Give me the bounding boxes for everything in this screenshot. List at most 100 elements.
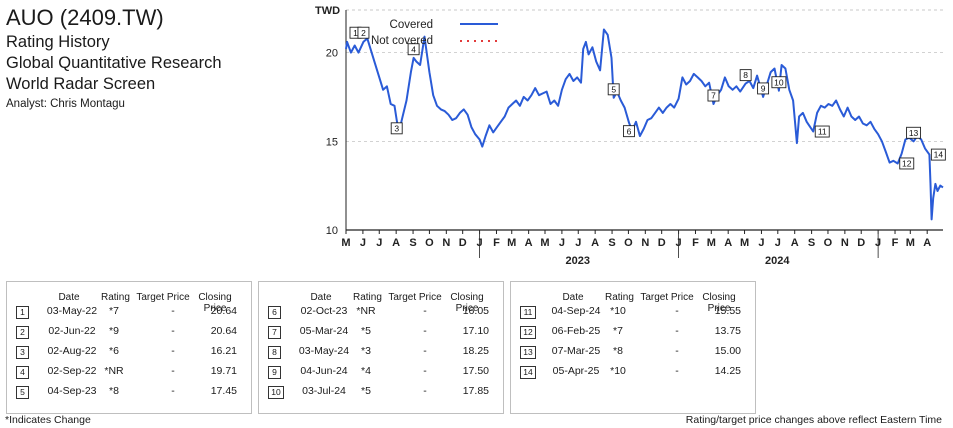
column-header: Rating [101, 292, 130, 303]
rating-table-2: Date Rating Target Price Closing Price 6 02-O… [258, 281, 504, 414]
rating-marker-number: 14 [934, 150, 944, 160]
cell-date: 05-Apr-25 [552, 365, 600, 377]
rating-marker-number: 4 [411, 44, 416, 54]
cell-date: 02-Sep-22 [47, 365, 97, 377]
rating-marker-box [390, 122, 403, 135]
subtitle-research-group: Global Quantitative Research [6, 54, 222, 72]
x-tick-label: M [906, 237, 915, 249]
rating-marker-number: 2 [361, 28, 366, 38]
row-number-box: 9 [268, 366, 281, 379]
x-tick-label: F [892, 237, 899, 249]
x-tick-label: A [923, 237, 931, 249]
rating-marker-box [707, 89, 720, 102]
series-covered-line [345, 28, 944, 221]
cell-closing-price: 17.45 [210, 385, 237, 397]
row-number-box: 4 [16, 366, 29, 379]
rating-marker-box [739, 69, 752, 82]
price-chart: TWD101520MJJASONDJFMAMJJASONDJFMAMJJASON… [315, 5, 946, 267]
column-header: Target Price [136, 292, 190, 303]
x-tick-label: A [525, 237, 533, 249]
cell-date: 06-Feb-25 [551, 325, 601, 337]
cell-rating: *8 [613, 345, 623, 357]
row-number-box: 13 [520, 346, 536, 359]
cell-target-price: - [423, 305, 427, 317]
y-axis-label: TWD [315, 5, 340, 17]
column-header: Rating [353, 292, 382, 303]
column-header: Closing Price [198, 292, 232, 314]
cell-target-price: - [171, 345, 175, 357]
legend-label-covered: Covered [390, 19, 433, 31]
x-tick-label: M [740, 237, 749, 249]
cell-rating: *NR [104, 365, 124, 377]
x-tick-label: J [758, 237, 764, 249]
x-tick-label: N [641, 237, 649, 249]
cell-date: 03-May-22 [46, 305, 98, 317]
cell-target-price: - [423, 365, 427, 377]
cell-closing-price: 15.00 [714, 345, 741, 357]
y-tick-label: 10 [326, 225, 338, 237]
cell-closing-price: 17.85 [462, 385, 489, 397]
rating-marker-number: 7 [711, 91, 716, 101]
cell-target-price: - [675, 345, 679, 357]
rating-marker-box [623, 125, 635, 138]
cell-date: 03-May-24 [298, 345, 350, 357]
x-tick-label: M [341, 237, 350, 249]
cell-rating: *5 [361, 385, 371, 397]
cell-date: 07-Mar-25 [551, 345, 601, 357]
rating-marker-box [607, 83, 620, 96]
x-tick-label: M [707, 237, 716, 249]
column-header: Date [562, 292, 584, 303]
cell-target-price: - [171, 305, 175, 317]
column-header: Date [310, 292, 332, 303]
rating-marker-box [930, 148, 946, 161]
rating-marker-number: 13 [909, 128, 919, 138]
row-number-box: 3 [16, 346, 29, 359]
x-tick-label: D [658, 237, 666, 249]
rating-marker-number: 6 [627, 126, 632, 136]
cell-rating: *5 [361, 325, 371, 337]
row-number-box: 12 [520, 326, 536, 339]
x-year-label: 2024 [765, 255, 790, 267]
cell-date: 02-Oct-23 [300, 305, 348, 317]
x-tick-label: A [724, 237, 732, 249]
cell-target-price: - [423, 385, 427, 397]
rating-marker-number: 8 [743, 70, 748, 80]
row-number-box: 1 [16, 306, 29, 319]
cell-closing-price: 18.25 [462, 345, 489, 357]
x-tick-label: M [507, 237, 516, 249]
column-header: Closing Price [702, 292, 736, 314]
cell-closing-price: 17.50 [462, 365, 489, 377]
cell-closing-price: 17.10 [462, 325, 489, 337]
cell-date: 04-Sep-23 [47, 385, 97, 397]
x-tick-label: O [824, 237, 833, 249]
cell-target-price: - [171, 365, 175, 377]
rating-marker-box [899, 157, 915, 170]
cell-rating: *10 [610, 365, 626, 377]
cell-rating: *3 [361, 345, 371, 357]
subtitle-screen-name: World Radar Screen [6, 75, 156, 93]
rating-marker-number: 1 [353, 28, 358, 38]
x-tick-label: D [459, 237, 467, 249]
x-tick-label: J [575, 237, 581, 249]
x-tick-label: N [841, 237, 849, 249]
row-number-box: 5 [16, 386, 29, 399]
cell-rating: *10 [610, 305, 626, 317]
cell-target-price: - [171, 325, 175, 337]
rating-marker-box [906, 126, 922, 139]
row-number-box: 2 [16, 326, 29, 339]
y-tick-label: 20 [326, 48, 338, 60]
column-header: Target Price [640, 292, 694, 303]
rating-marker-box [407, 43, 420, 56]
row-number-box: 8 [268, 346, 281, 359]
x-tick-label: O [425, 237, 434, 249]
rating-marker-number: 5 [611, 84, 616, 94]
cell-target-price: - [171, 385, 175, 397]
x-tick-label: J [775, 237, 781, 249]
cell-target-price: - [675, 365, 679, 377]
cell-rating: *7 [613, 325, 623, 337]
column-header: Target Price [388, 292, 442, 303]
cell-rating: *9 [109, 325, 119, 337]
cell-closing-price: 19.71 [210, 365, 237, 377]
x-tick-label: M [540, 237, 549, 249]
rating-marker-number: 3 [394, 123, 399, 133]
